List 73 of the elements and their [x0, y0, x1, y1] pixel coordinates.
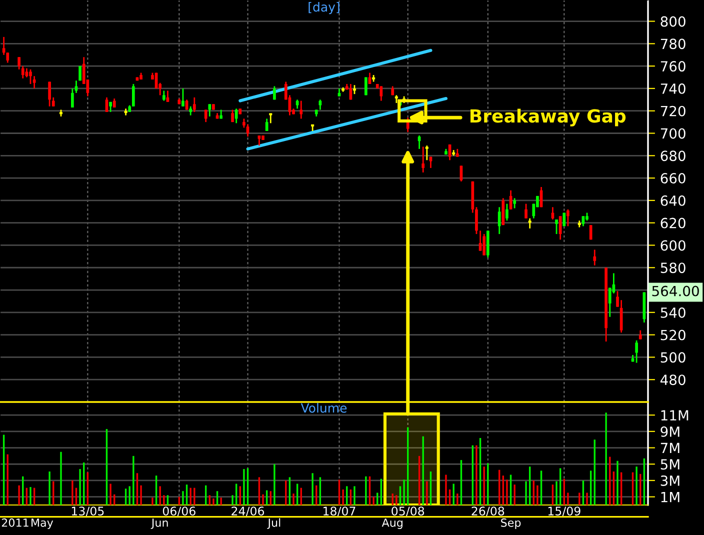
y-tick-label: 5M [660, 459, 680, 470]
x-tick-label: 06/06 [162, 506, 196, 516]
candlestick [182, 88, 184, 108]
candlestick [48, 81, 51, 108]
candlestick [246, 124, 250, 138]
y-tick-label: 7M [660, 442, 680, 454]
candlestick [32, 75, 36, 90]
x2-tick-label: 2011 [2, 518, 28, 527]
annotation: Breakaway Gap [470, 108, 626, 126]
candlestick [422, 146, 425, 174]
candlestick [524, 203, 528, 220]
y-tick-label: 600 [660, 240, 686, 251]
x-tick-label: 15/09 [548, 506, 580, 516]
y-tick-label: 660 [660, 173, 686, 184]
candlestick [635, 340, 638, 364]
x-tick-label: 05/08 [392, 506, 424, 516]
candlestick [21, 65, 24, 80]
candlestick [300, 100, 303, 120]
y-tick-label: 760 [660, 61, 686, 72]
candlestick [566, 208, 570, 227]
y-tick-label: 11M [661, 410, 688, 420]
x-tick-label: 13/05 [72, 506, 104, 516]
candlestick [265, 118, 268, 132]
x2-tick-label: Aug [382, 518, 402, 529]
candlestick [513, 198, 516, 209]
candlestick [460, 165, 463, 182]
y-tick-label: 9M [660, 426, 680, 437]
y-tick-label: 740 [660, 83, 686, 94]
candlestick [273, 86, 276, 100]
x-tick-label: 18/07 [324, 506, 356, 516]
y-tick-label: 3M [660, 475, 680, 486]
y-tick-label: 720 [660, 106, 686, 116]
y-tick-label: 500 [660, 352, 686, 363]
y-tick-label: 620 [660, 218, 686, 228]
candlestick [498, 206, 501, 235]
y-tick-label: 800 [660, 16, 686, 27]
chart-title: [day] [308, 2, 340, 14]
y-tick-label: 700 [660, 128, 686, 139]
y-tick-label: 520 [660, 330, 686, 340]
candlestick [132, 83, 135, 108]
candlestick [506, 203, 508, 222]
y-tick-label: 780 [660, 38, 686, 50]
candlestick [406, 116, 410, 133]
chart-title: Volume [300, 403, 347, 413]
candlestick [482, 233, 486, 256]
x-tick-label: 26/08 [472, 506, 504, 516]
y-tick-label: 540 [660, 307, 686, 318]
candlestick [234, 108, 238, 124]
y-tick-label: 580 [660, 262, 686, 274]
candlestick [380, 86, 383, 102]
x2-tick-label: May [32, 518, 54, 529]
candlestick [593, 249, 596, 266]
x2-tick-label: Jun [150, 518, 168, 529]
text: 564.00 [652, 286, 699, 296]
candlestick [204, 109, 208, 123]
candlestick [192, 96, 196, 113]
candlestick [589, 224, 592, 240]
y-tick-label: 480 [660, 374, 686, 386]
y-tick-label: 640 [660, 195, 686, 206]
candlestick [231, 109, 234, 123]
x-tick-label: 24/06 [232, 506, 264, 516]
candlestick [475, 206, 478, 235]
candlestick [154, 72, 158, 90]
x2-tick-label: Jul [267, 518, 280, 529]
candlestick [208, 103, 212, 118]
y-tick-label: 680 [660, 150, 686, 162]
y-tick-label: 1M [661, 492, 680, 502]
candlestick [558, 215, 562, 240]
candlestick [29, 68, 32, 85]
candlestick [162, 90, 166, 102]
candlestick [555, 218, 558, 235]
candlestick [70, 88, 74, 108]
x2-tick-label: Sep [501, 518, 521, 529]
